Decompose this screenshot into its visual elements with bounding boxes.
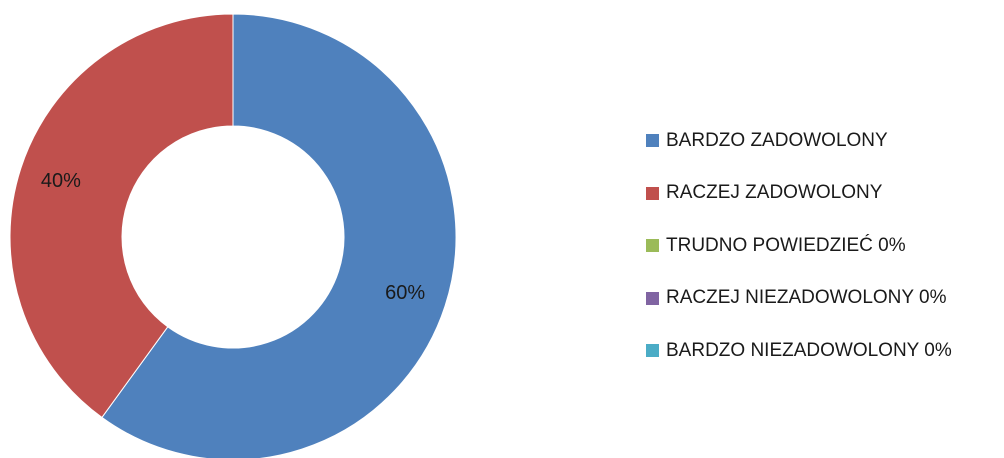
legend-item-0: BARDZO ZADOWOLONY	[646, 126, 952, 155]
slice-data-label-1: 40%	[41, 170, 81, 192]
legend-item-3: RACZEJ NIEZADOWOLONY 0%	[646, 284, 952, 313]
legend-label-2: TRUDNO POWIEDZIEĆ 0%	[666, 234, 906, 256]
legend-label-0: BARDZO ZADOWOLONY	[666, 129, 888, 151]
chart-legend: BARDZO ZADOWOLONY RACZEJ ZADOWOLONY TRUDNO…	[646, 126, 952, 365]
legend-label-1: RACZEJ ZADOWOLONY	[666, 182, 883, 204]
legend-item-4: BARDZO NIEZADOWOLONY 0%	[646, 336, 952, 365]
legend-swatch-4	[646, 344, 659, 358]
legend-swatch-2	[646, 239, 659, 253]
donut-slice-0	[101, 13, 457, 458]
legend-swatch-0	[646, 134, 659, 147]
slice-data-label-0: 60%	[385, 282, 425, 304]
legend-swatch-1	[646, 186, 659, 200]
legend-label-4: BARDZO NIEZADOWOLONY 0%	[666, 339, 952, 361]
legend-label-3: RACZEJ NIEZADOWOLONY 0%	[666, 287, 947, 309]
donut-slice-1	[9, 13, 234, 419]
legend-item-1: RACZEJ ZADOWOLONY	[646, 179, 952, 208]
legend-swatch-3	[646, 291, 659, 305]
legend-item-2: TRUDNO POWIEDZIEĆ 0%	[646, 231, 952, 260]
